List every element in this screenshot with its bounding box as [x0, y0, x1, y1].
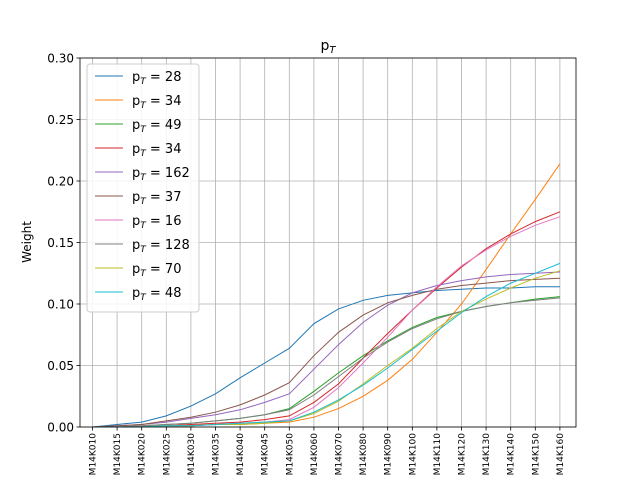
y-tick-label: 0.05 [47, 359, 74, 373]
series-line [92, 262, 561, 428]
legend-label: pT = 49 [132, 118, 181, 135]
x-tick-label: M14K150 [531, 433, 541, 476]
x-tick-label: M14K060 [310, 433, 320, 476]
series-line [92, 297, 560, 428]
y-tick-label: 0.30 [47, 52, 74, 66]
x-tick-label: M14K080 [359, 433, 369, 476]
legend-label: pT = 48 [132, 286, 181, 303]
x-tick-label: M14K050 [285, 433, 295, 476]
x-tick-label: M14K010 [89, 433, 99, 476]
x-tick-label: M14K100 [408, 433, 418, 476]
legend-frame [86, 63, 200, 313]
x-axis-ticks: M14K010 M14K015 M14K020 M14K025 M14K030 M14K0… [89, 427, 566, 475]
x-tick-label: M14K015 [113, 433, 123, 475]
x-tick-label: M14K020 [138, 433, 148, 476]
x-tick-label: M14K030 [187, 433, 197, 476]
series-line [92, 286, 560, 428]
x-tick-label: M14K090 [384, 433, 394, 476]
legend-label: pT = 162 [132, 166, 190, 183]
x-tick-label: M14K140 [507, 433, 517, 476]
chart-title: pT [321, 38, 337, 56]
y-axis-ticks: 0.00 0.05 0.10 0.15 0.20 0.25 0.30 [47, 52, 80, 435]
y-tick-label: 0.00 [47, 421, 74, 435]
y-axis-label: Weight [20, 221, 34, 263]
legend-label: pT = 128 [132, 238, 190, 255]
series-line [92, 271, 560, 428]
legend-label: pT = 28 [132, 70, 181, 87]
x-tick-label: M14K045 [261, 433, 271, 475]
x-tick-label: M14K160 [556, 433, 566, 476]
y-tick-label: 0.20 [47, 175, 74, 189]
legend: pT = 28 pT = 34 pT = 49 pT = 34 pT = 162 pT =… [86, 63, 200, 313]
series-lines [92, 163, 561, 428]
y-tick-label: 0.25 [47, 113, 74, 127]
x-tick-label: M14K110 [433, 433, 443, 476]
y-tick-label: 0.10 [47, 298, 74, 312]
legend-label: pT = 34 [132, 94, 181, 111]
x-tick-label: M14K120 [458, 433, 468, 476]
x-tick-label: M14K025 [162, 433, 172, 475]
x-tick-label: M14K035 [212, 433, 222, 475]
y-tick-label: 0.15 [47, 236, 74, 250]
legend-label: pT = 34 [132, 142, 181, 159]
legend-label: pT = 70 [132, 262, 181, 279]
legend-label: pT = 37 [132, 190, 181, 207]
x-tick-label: M14K070 [335, 433, 345, 476]
x-tick-label: M14K040 [236, 433, 246, 476]
legend-label: pT = 16 [132, 214, 181, 231]
x-tick-label: M14K130 [482, 433, 492, 476]
series-line [92, 277, 560, 428]
